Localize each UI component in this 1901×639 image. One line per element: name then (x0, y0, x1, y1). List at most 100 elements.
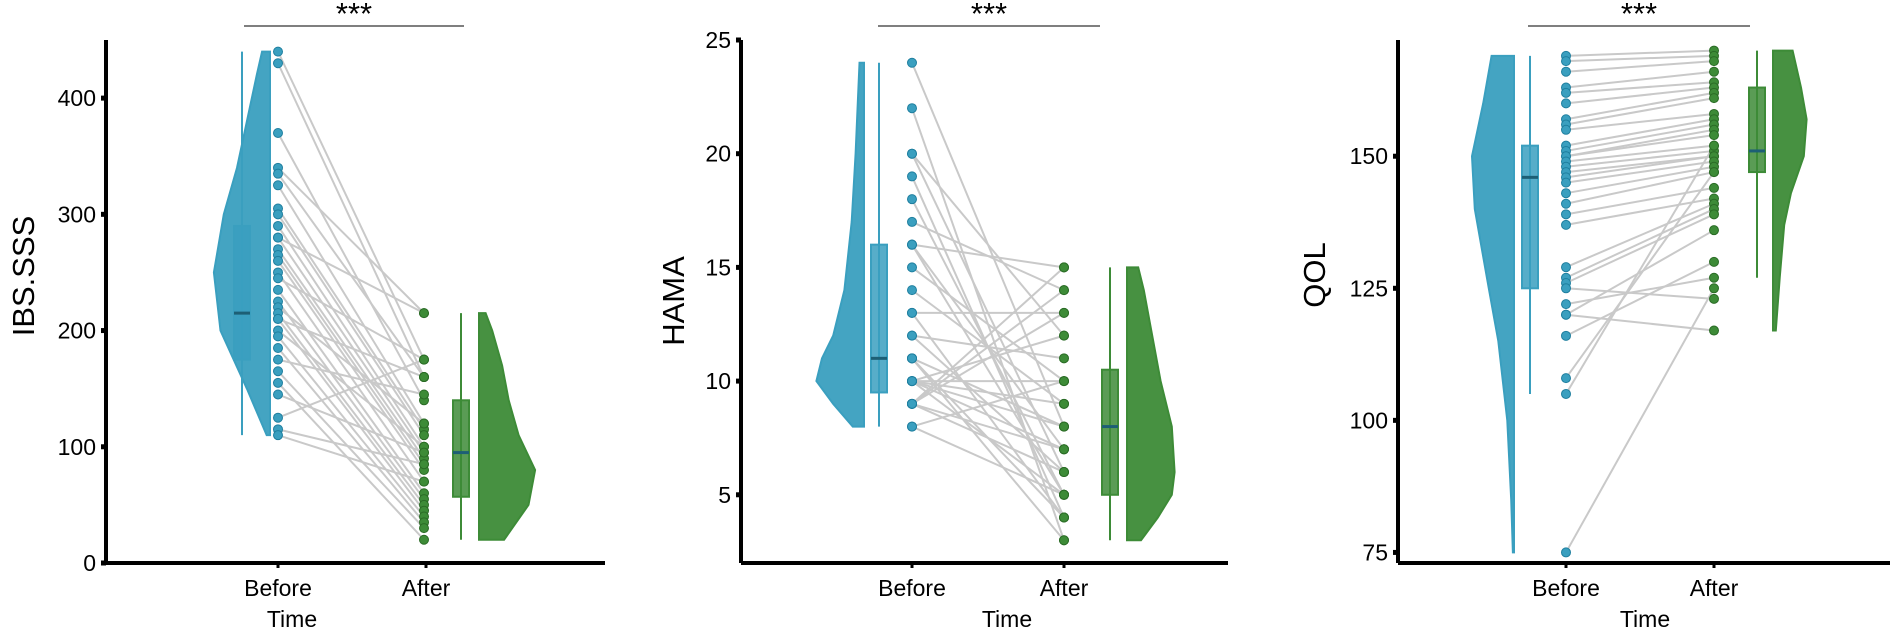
dot-before (273, 220, 283, 231)
x-axis-title: Time (267, 606, 317, 632)
dot-before (907, 376, 917, 387)
pair-line (1565, 276, 1715, 306)
box-after (452, 313, 470, 540)
dot-before (1561, 388, 1571, 399)
dot-before (907, 398, 917, 409)
dot-before (907, 285, 917, 296)
dot-before (273, 430, 283, 441)
dot-before (1561, 219, 1571, 230)
dot-after (1059, 398, 1069, 409)
dot-before (1561, 262, 1571, 273)
dot-after (419, 534, 429, 545)
x-tick-label: After (1040, 575, 1089, 601)
pair-line (1565, 144, 1715, 163)
dot-before (1561, 87, 1571, 98)
dot-after (1709, 93, 1719, 104)
pair-line (911, 425, 1065, 496)
dot-after (1709, 130, 1719, 141)
significance-label: *** (336, 0, 372, 31)
dot-before (1561, 373, 1571, 384)
dot-after (1059, 535, 1069, 546)
pair-line (1565, 160, 1715, 184)
x-tick-label: Before (1532, 575, 1600, 601)
dot-before (1561, 177, 1571, 188)
dot-after (1709, 256, 1719, 267)
pair-line (1565, 145, 1715, 395)
dot-before (1561, 66, 1571, 77)
pair-line (911, 380, 1065, 428)
dot-before (1561, 188, 1571, 199)
dot-after (1709, 167, 1719, 178)
box-iqr (870, 243, 888, 394)
y-tick-label: 0 (83, 550, 96, 576)
x-tick-label: After (1690, 575, 1739, 601)
dot-after (1059, 512, 1069, 523)
y-tick-label: 15 (705, 254, 731, 280)
pair-line (1565, 60, 1715, 73)
y-tick-label: 5 (718, 482, 731, 508)
dot-before (273, 354, 283, 365)
pair-line (277, 318, 425, 378)
pair-line (1565, 118, 1715, 147)
pair-line (911, 289, 1065, 405)
dot-before (1561, 330, 1571, 341)
pair-line (1565, 155, 1715, 179)
pair-line (1565, 171, 1715, 205)
dot-before (1561, 98, 1571, 109)
dot-before (273, 209, 283, 220)
dot-before (273, 46, 283, 57)
dot-after (419, 418, 429, 429)
dot-before (1561, 198, 1571, 209)
dot-before (273, 342, 283, 353)
y-tick-label: 20 (705, 141, 731, 167)
dot-after (419, 372, 429, 383)
pair-line (911, 402, 1065, 451)
dot-before (1561, 56, 1571, 67)
dot-before (907, 194, 917, 205)
pair-lines (277, 51, 425, 541)
pair-line (1565, 54, 1715, 63)
dot-after (1059, 307, 1069, 318)
pair-line (911, 266, 1065, 382)
dot-after (1059, 376, 1069, 387)
dot-before (907, 421, 917, 432)
dot-before (273, 127, 283, 138)
dot-after (1709, 140, 1719, 151)
y-axis-title: IBS.SSS (6, 216, 41, 337)
box-before (870, 62, 888, 427)
y-tick-label: 400 (58, 85, 96, 111)
dot-after (1709, 66, 1719, 77)
dot-after (1059, 330, 1069, 341)
pair-line (1565, 149, 1715, 168)
dot-before (1561, 209, 1571, 220)
pair-line (911, 380, 1065, 451)
pair-line (1565, 86, 1715, 105)
box-iqr (1101, 368, 1119, 496)
significance-label: *** (971, 0, 1007, 31)
dot-before (273, 331, 283, 342)
pair-line (277, 300, 425, 500)
dot-before (273, 412, 283, 423)
pair-line (277, 236, 425, 315)
dot-before (1561, 124, 1571, 135)
dot-before (1561, 299, 1571, 310)
pair-line (1565, 91, 1715, 121)
dot-before (907, 353, 917, 364)
pair-line (277, 184, 425, 425)
panel-hama: HAMA Time 5 10 15 20 25 Before After *** (656, 0, 1228, 632)
pair-line (277, 132, 425, 401)
dot-after (1709, 272, 1719, 283)
y-tick-label: 125 (1350, 275, 1388, 301)
dot-before (273, 58, 283, 69)
dot-before (1561, 547, 1571, 558)
pair-line (277, 254, 425, 465)
dot-after (1709, 182, 1719, 193)
dot-after (419, 308, 429, 319)
violin-after (478, 312, 537, 541)
dot-before (907, 171, 917, 182)
box-after (1748, 50, 1766, 278)
pair-line (277, 62, 425, 378)
pair-lines (1565, 49, 1715, 553)
dot-after (1059, 353, 1069, 364)
pair-line (277, 393, 425, 454)
